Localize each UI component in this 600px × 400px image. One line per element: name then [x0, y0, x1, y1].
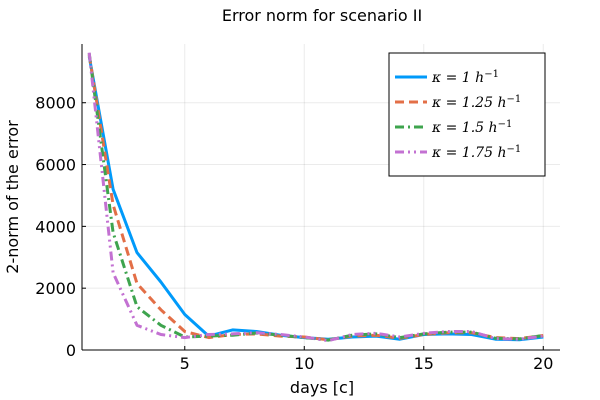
x-tick-label: 20: [533, 354, 553, 373]
series-line-3: [87, 53, 544, 342]
chart-title: Error norm for scenario II: [222, 6, 422, 25]
tick-labels: 5 10 15 20 0 2000 4000 6000 8000: [35, 94, 553, 373]
legend-entry: κ = 1.5 h−1: [431, 119, 512, 137]
y-tick-label: 2000: [35, 279, 76, 298]
x-tick-label: 10: [294, 354, 314, 373]
x-axis-label: days [c]: [290, 378, 354, 397]
legend: κ = 1 h−1 κ = 1.25 h−1 κ = 1.5 h−1 κ = 1.75…: [388, 52, 546, 177]
x-tick-label: 5: [180, 354, 190, 373]
legend-box: [388, 52, 546, 177]
series-line-4: [87, 52, 544, 343]
axes: [81, 44, 560, 351]
series-line-2: [87, 54, 544, 342]
y-axis-label: 2-norm of the error: [3, 120, 22, 274]
legend-entry: κ = 1.25 h−1: [431, 94, 521, 112]
legend-entry: κ = 1.75 h−1: [431, 144, 521, 162]
y-tick-label: 4000: [35, 217, 76, 236]
legend-entry: κ = 1 h−1: [431, 69, 499, 87]
series-lines: [87, 52, 544, 343]
x-tick-label: 15: [414, 354, 434, 373]
y-tick-label: 8000: [35, 94, 76, 113]
y-tick-label: 6000: [35, 156, 76, 175]
y-tick-label: 0: [66, 341, 76, 360]
